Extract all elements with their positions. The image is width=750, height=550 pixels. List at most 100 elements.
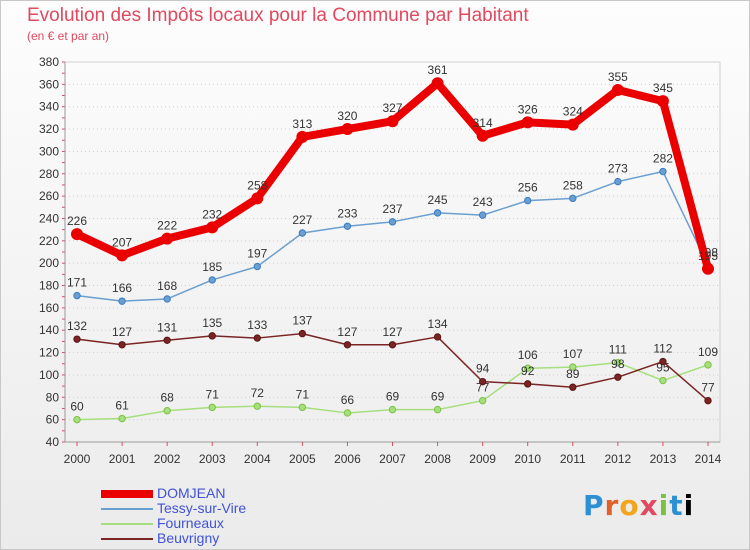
data-label-beuvrigny: 132 — [67, 319, 87, 333]
data-point-domjean — [386, 115, 399, 128]
chart-title: Evolution des Impôts locaux pour la Comm… — [27, 5, 529, 26]
x-tick-label: 2008 — [424, 452, 451, 466]
data-point-beuvrigny — [478, 377, 487, 386]
legend-label: Tessy-sur-Vire — [157, 500, 247, 516]
data-label-tessy-sur-vire: 237 — [382, 202, 402, 216]
data-point-domjean — [431, 77, 444, 90]
data-label-domjean: 222 — [157, 219, 177, 233]
x-tick-label: 2005 — [289, 452, 316, 466]
x-tick-label: 2013 — [650, 452, 677, 466]
data-point-beuvrigny — [388, 341, 397, 349]
y-tick-label: 340 — [39, 100, 59, 114]
logo-letter: i — [683, 489, 695, 522]
y-tick-label: 140 — [39, 323, 59, 337]
data-label-tessy-sur-vire: 168 — [157, 279, 177, 293]
legend-swatch — [101, 489, 153, 498]
data-point-domjean — [521, 116, 534, 129]
data-label-fourneaux: 68 — [160, 391, 174, 405]
data-point-beuvrigny — [343, 341, 352, 349]
chart-legend: DOMJEAN Tessy-sur-Vire Fourneaux Beuvrigny — [101, 486, 341, 546]
data-point-domjean — [251, 192, 264, 205]
y-tick-label: 300 — [39, 144, 59, 158]
legend-item-domjean: DOMJEAN — [101, 486, 341, 501]
data-point-beuvrigny — [433, 333, 442, 341]
data-label-domjean: 327 — [382, 101, 402, 115]
data-label-domjean: 313 — [292, 117, 312, 131]
data-label-domjean: 355 — [608, 70, 628, 84]
proxiti-logo: Proxiti — [583, 489, 694, 522]
data-point-fourneaux — [478, 396, 487, 405]
data-point-tessy-sur-vire — [73, 291, 81, 300]
y-tick-label: 160 — [39, 301, 59, 315]
data-point-domjean — [71, 228, 83, 241]
data-point-domjean — [296, 130, 309, 143]
legend-swatch — [101, 507, 153, 510]
y-tick-label: 360 — [39, 77, 59, 91]
data-point-beuvrigny — [208, 332, 216, 340]
data-point-domjean — [476, 129, 489, 142]
data-label-tessy-sur-vire: 197 — [247, 247, 267, 261]
data-point-tessy-sur-vire — [524, 196, 532, 205]
logo-letter: r — [604, 489, 620, 522]
data-label-domjean: 207 — [112, 235, 132, 249]
data-label-tessy-sur-vire: 243 — [473, 195, 493, 209]
data-point-fourneaux — [614, 358, 622, 367]
x-tick-label: 2010 — [514, 452, 541, 466]
x-tick-label: 2006 — [334, 452, 361, 466]
y-tick-label: 380 — [39, 55, 59, 69]
data-label-beuvrigny: 89 — [566, 367, 580, 381]
y-tick-label: 100 — [39, 368, 59, 382]
data-label-domjean: 258 — [247, 178, 267, 192]
data-point-tessy-sur-vire — [118, 297, 126, 305]
data-label-tessy-sur-vire: 171 — [67, 276, 87, 290]
data-point-tessy-sur-vire — [163, 295, 171, 303]
y-tick-label: 80 — [46, 390, 60, 404]
data-point-fourneaux — [569, 363, 577, 371]
data-point-tessy-sur-vire — [388, 218, 397, 226]
x-tick-label: 2004 — [244, 452, 271, 466]
data-label-fourneaux: 107 — [563, 347, 583, 361]
data-label-beuvrigny: 92 — [521, 364, 535, 378]
legend-item-tessy-sur-vire: Tessy-sur-Vire — [101, 501, 341, 516]
data-label-tessy-sur-vire: 166 — [112, 281, 132, 295]
x-tick-label: 2007 — [379, 452, 406, 466]
x-tick-label: 2012 — [605, 452, 632, 466]
y-tick-label: 260 — [39, 189, 59, 203]
data-point-beuvrigny — [524, 380, 532, 388]
x-tick-label: 2001 — [109, 452, 136, 466]
legend-label: DOMJEAN — [157, 485, 226, 501]
data-point-domjean — [161, 232, 174, 245]
data-label-beuvrigny: 135 — [202, 316, 222, 330]
data-label-beuvrigny: 134 — [428, 317, 448, 331]
chart-subtitle: (en € et par an) — [27, 29, 110, 43]
data-label-fourneaux: 71 — [206, 387, 220, 401]
legend-item-fourneaux: Fourneaux — [101, 516, 341, 531]
data-point-beuvrigny — [253, 334, 261, 342]
data-label-tessy-sur-vire: 233 — [337, 206, 357, 220]
data-label-beuvrigny: 127 — [382, 325, 402, 339]
data-point-tessy-sur-vire — [569, 194, 577, 203]
data-point-domjean — [656, 95, 669, 108]
y-tick-label: 60 — [46, 413, 60, 427]
data-point-fourneaux — [163, 407, 171, 415]
data-point-fourneaux — [343, 409, 352, 417]
x-tick-label: 2011 — [560, 452, 586, 466]
data-label-fourneaux: 71 — [296, 387, 310, 401]
y-tick-label: 220 — [39, 234, 59, 248]
data-point-tessy-sur-vire — [433, 209, 442, 217]
data-point-tessy-sur-vire — [614, 177, 622, 186]
data-label-tessy-sur-vire: 258 — [563, 178, 583, 192]
x-tick-label: 2014 — [695, 452, 722, 466]
data-label-fourneaux: 77 — [476, 381, 490, 395]
data-point-fourneaux — [388, 405, 397, 414]
x-tick-label: 2009 — [469, 452, 496, 466]
data-point-domjean — [116, 249, 129, 262]
data-label-beuvrigny: 127 — [337, 325, 357, 339]
data-label-domjean: 324 — [563, 105, 583, 119]
data-point-tessy-sur-vire — [343, 222, 352, 230]
y-tick-label: 320 — [39, 122, 59, 136]
data-point-tessy-sur-vire — [478, 211, 487, 219]
legend-label: Fourneaux — [157, 515, 224, 531]
data-point-fourneaux — [524, 364, 532, 372]
